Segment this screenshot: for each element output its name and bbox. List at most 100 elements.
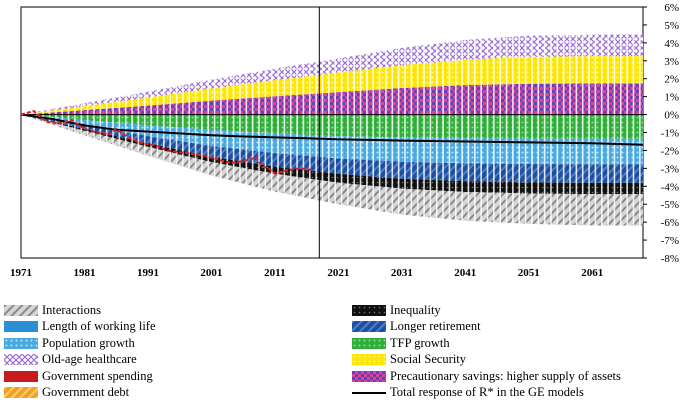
- legend-item-longer-retirement: Longer retirement: [352, 319, 481, 335]
- stripe: [581, 8, 584, 257]
- stripe: [562, 8, 565, 257]
- stripe: [302, 8, 305, 257]
- stripe: [220, 8, 222, 257]
- legend-item-population-growth: Population growth: [4, 335, 135, 351]
- y-tick-label: -7%: [661, 235, 679, 247]
- stripe: [143, 8, 146, 257]
- x-tick-label: 2021: [327, 267, 349, 279]
- stripe: [277, 8, 279, 257]
- legend-item-interactions: Interactions: [4, 302, 101, 318]
- stripe: [42, 8, 45, 257]
- stripe: [48, 8, 51, 257]
- legend: Interactions Inequality Length of working …: [0, 302, 684, 403]
- legend-item-old-age-healthcare: Old-age healthcare: [4, 352, 137, 368]
- x-tick-label: 2001: [200, 267, 222, 279]
- stripe: [112, 8, 114, 257]
- stripe: [607, 8, 609, 257]
- legend-item-inequality: Inequality: [352, 302, 441, 318]
- legend-label: Population growth: [42, 335, 135, 350]
- stripe: [80, 8, 83, 257]
- stripe: [410, 8, 413, 257]
- legend-label: Inequality: [390, 302, 441, 317]
- stripe: [435, 8, 438, 257]
- legend-item-tfp-growth: TFP growth: [352, 335, 450, 351]
- legend-label: Total response of R* in the GE models: [390, 385, 584, 399]
- legend-item-government-debt: Government debt: [4, 385, 129, 401]
- legend-swatch: [352, 354, 386, 365]
- stripe: [264, 8, 267, 257]
- legend-label: Government debt: [42, 385, 130, 399]
- y-tick-label: -2%: [661, 145, 679, 157]
- stripe: [232, 8, 235, 257]
- legend-swatch: [352, 337, 386, 349]
- stripe: [366, 8, 368, 257]
- y-tick-label: 2%: [664, 74, 679, 86]
- legend-label: Social Security: [390, 352, 467, 366]
- stripe: [569, 8, 571, 257]
- stripe: [258, 8, 260, 257]
- stripe: [55, 8, 57, 257]
- x-tick-label: 2041: [454, 267, 476, 279]
- stripe: [188, 8, 190, 257]
- stripe: [480, 8, 482, 257]
- legend-swatch: [4, 304, 38, 316]
- stripe: [201, 8, 203, 257]
- stripe: [340, 8, 343, 257]
- stripe: [74, 8, 76, 257]
- rstar-estimate-line: [20, 109, 314, 175]
- stripe: [118, 8, 121, 257]
- stripe: [594, 8, 597, 257]
- stripe: [467, 8, 470, 257]
- stripe: [632, 8, 635, 257]
- stripe: [36, 8, 38, 257]
- legend-swatch: [352, 321, 386, 332]
- legend-swatch: [352, 304, 386, 316]
- stripe: [213, 8, 216, 257]
- legend-label: Government spending: [42, 368, 153, 383]
- stripe: [137, 8, 140, 257]
- stripe: [474, 8, 476, 257]
- y-axis: 6% 5% 4% 3% 2% 1% 0% -1% -2% -3% -4% -5% -6% -7% -8%: [643, 2, 679, 265]
- x-tick-label: 1981: [73, 267, 95, 279]
- y-tick-label: 3%: [664, 56, 679, 68]
- stripe: [245, 8, 248, 257]
- x-tick-label: 2031: [391, 267, 413, 279]
- legend-item-length-of-working-life: Length of working life: [4, 319, 156, 335]
- stripe: [423, 8, 425, 257]
- stripe: [531, 8, 533, 257]
- stripe: [543, 8, 546, 257]
- stripe: [239, 8, 241, 257]
- legend-swatch: [4, 370, 38, 382]
- stripe: [86, 8, 89, 257]
- stripe: [207, 8, 210, 257]
- stripe: [619, 8, 622, 257]
- x-tick-label: 2061: [581, 267, 603, 279]
- stripe: [416, 8, 419, 257]
- stripe: [493, 8, 495, 257]
- y-tick-label: -1%: [661, 128, 679, 140]
- stripe: [321, 8, 324, 257]
- y-tick-label: -4%: [661, 181, 679, 193]
- stripe: [131, 8, 133, 257]
- stripe: [67, 8, 70, 257]
- y-tick-label: 6%: [664, 2, 679, 14]
- stripe: [518, 8, 521, 257]
- stripe: [442, 8, 444, 257]
- stripe: [639, 8, 641, 257]
- stripe: [372, 8, 375, 257]
- stripe: [588, 8, 590, 257]
- y-tick-label: -6%: [661, 217, 679, 229]
- stripe: [378, 8, 381, 257]
- stripe: [105, 8, 108, 257]
- stripe: [251, 8, 254, 257]
- stripe: [289, 8, 292, 257]
- stripe: [353, 8, 356, 257]
- x-tick-label: 1991: [137, 267, 159, 279]
- stripe: [512, 8, 514, 257]
- stripe: [524, 8, 527, 257]
- stripe: [397, 8, 400, 257]
- stripe: [391, 8, 394, 257]
- stripe: [194, 8, 197, 257]
- legend-swatch: [4, 354, 38, 365]
- legend-swatch: [4, 337, 38, 349]
